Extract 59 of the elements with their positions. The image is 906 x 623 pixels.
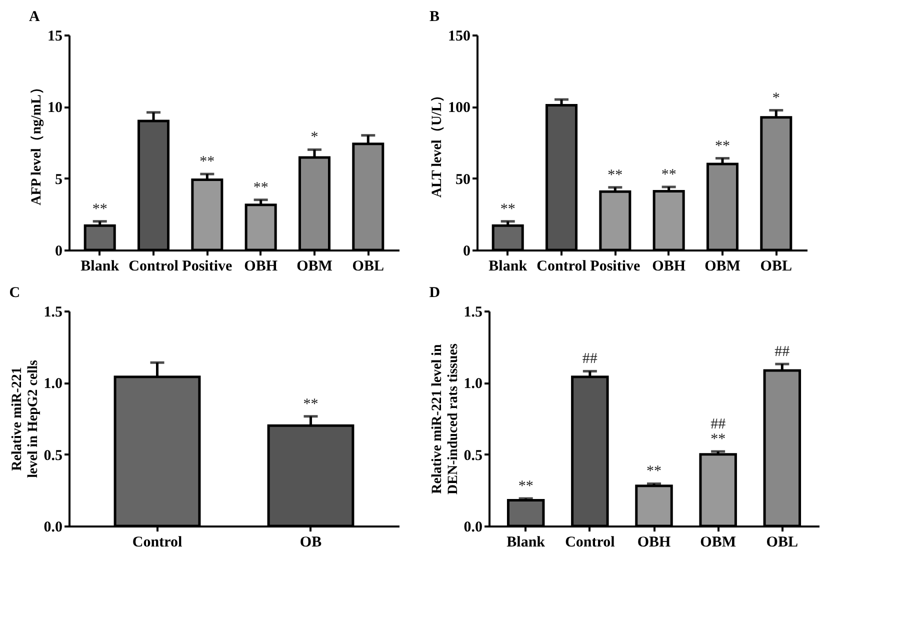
chart-title: C [9, 285, 20, 301]
annotation: ** [608, 167, 623, 184]
annotation: * [310, 130, 318, 146]
x-tick-label: Blank [506, 534, 546, 550]
x-tick-label: OB [300, 534, 322, 550]
annotation: ** [714, 138, 730, 154]
chart-title: B [430, 9, 440, 25]
y-tick-label: 5 [55, 172, 62, 188]
annotation: ** [200, 154, 215, 170]
y-axis-title: Relative miR-221 level in DEN-induced rats tissues [430, 343, 461, 494]
y-tick-label: 1.0 [44, 376, 62, 392]
y-axis-title: Relative miR-221 level in HepG2 cells [10, 360, 41, 478]
annotation: ## [582, 351, 598, 368]
y-tick-label: 0.0 [44, 520, 62, 536]
x-tick-label: Control [132, 534, 182, 550]
annotation: ** [661, 166, 676, 183]
annotation: ** [518, 478, 534, 494]
annotation: ## [710, 416, 726, 432]
x-tick-label: Blank [80, 258, 120, 274]
annotation: ** [646, 464, 662, 480]
x-tick-label: OBM [704, 258, 740, 274]
annotation: ## [774, 344, 790, 360]
x-tick-label: Control [128, 258, 178, 274]
chart-title: A [29, 9, 40, 25]
x-tick-label: Blank [488, 258, 528, 274]
x-tick-label: OBL [352, 258, 384, 274]
x-tick-label: OBH [652, 258, 686, 274]
y-tick-label: 0.5 [44, 448, 62, 464]
x-tick-label: OBH [637, 534, 671, 550]
y-tick-label: 1.0 [464, 376, 482, 392]
x-tick-label: Control [565, 534, 615, 550]
x-tick-label: OBM [296, 258, 332, 274]
y-tick-label: 1.5 [464, 304, 482, 320]
annotation: ** [710, 431, 726, 448]
x-tick-label: Positive [590, 258, 640, 274]
y-tick-label: 100 [448, 100, 470, 116]
y-tick-label: 0.0 [464, 520, 482, 536]
y-tick-label: 0 [55, 244, 62, 260]
y-tick-label: 1.5 [44, 304, 62, 320]
annotation: * [772, 90, 780, 106]
annotation: ** [92, 201, 108, 218]
chart-title: D [429, 285, 440, 301]
y-tick-label: 0 [463, 244, 470, 260]
x-tick-label: OBL [760, 258, 792, 274]
y-tick-label: 15 [48, 28, 62, 44]
x-tick-label: OBL [766, 534, 798, 550]
annotation: ** [303, 396, 318, 412]
y-axis-title: AFP level（ng/mL） [30, 80, 44, 206]
y-tick-label: 50 [456, 172, 470, 188]
x-tick-label: OBM [700, 534, 736, 550]
x-tick-label: Positive [182, 258, 232, 274]
y-tick-label: 150 [448, 28, 470, 44]
annotation: ** [253, 180, 268, 196]
annotation: ** [500, 201, 516, 218]
y-tick-label: 10 [48, 100, 62, 116]
y-tick-label: 0.5 [464, 448, 482, 464]
y-axis-title: ALT level（U/L） [430, 88, 445, 198]
x-tick-label: OBH [244, 258, 278, 274]
x-tick-label: Control [536, 258, 586, 274]
